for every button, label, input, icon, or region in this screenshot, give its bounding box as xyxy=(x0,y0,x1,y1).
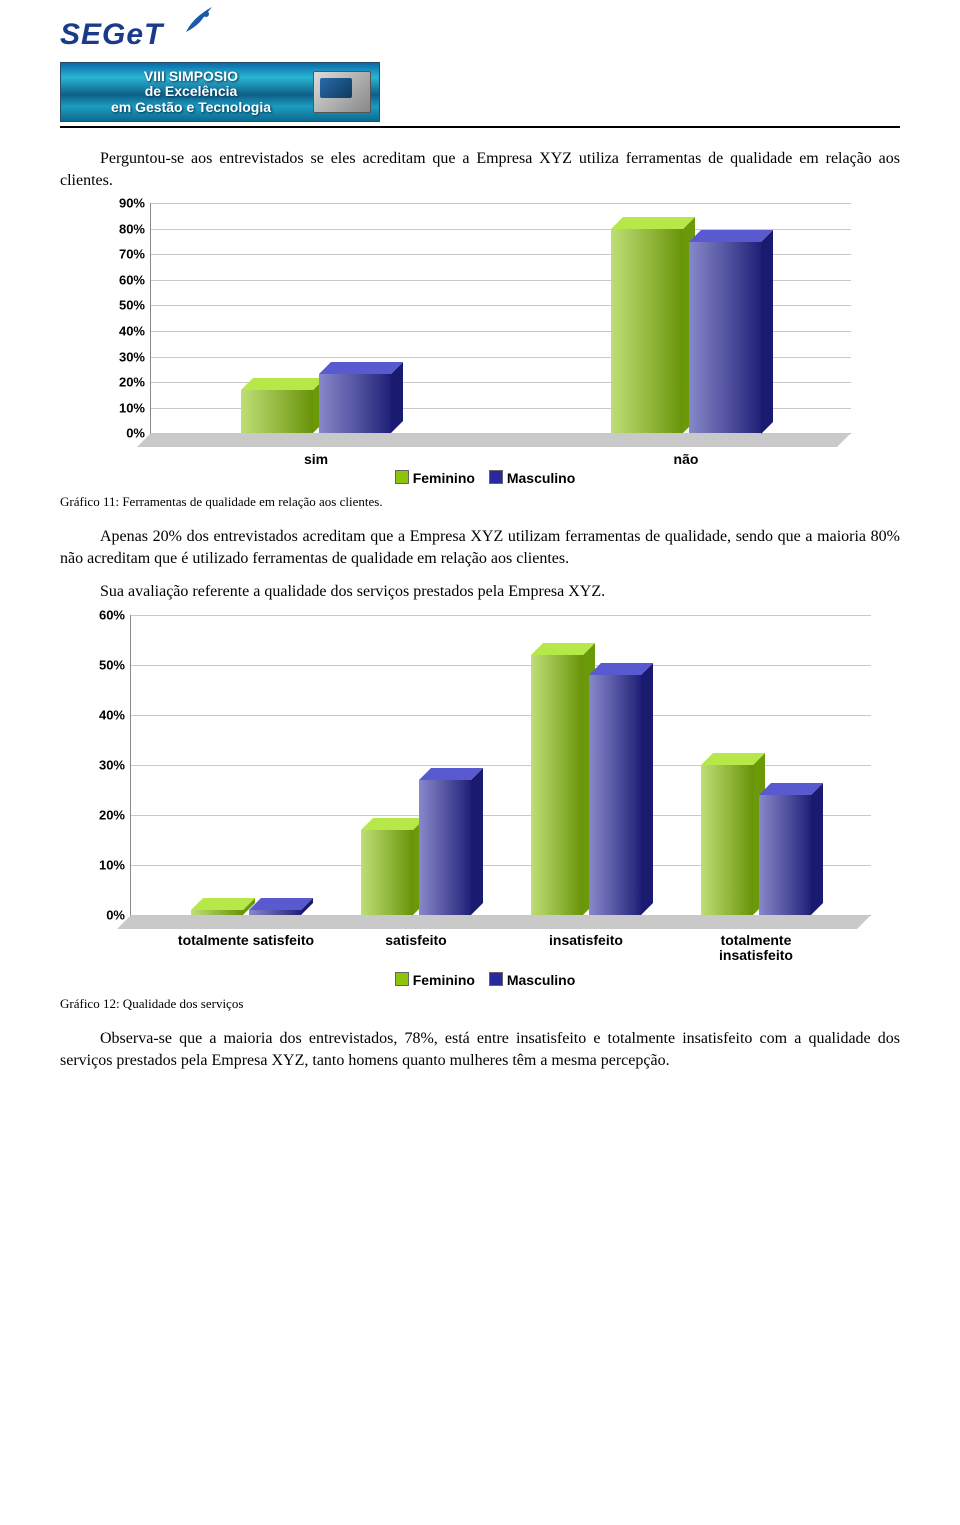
legend-label-feminino: Feminino xyxy=(413,972,475,988)
y-tick-label: 30% xyxy=(119,349,151,364)
y-tick-label: 10% xyxy=(119,400,151,415)
y-tick-label: 90% xyxy=(119,196,151,211)
chart-11-legend: Feminino Masculino xyxy=(100,470,860,486)
gridline xyxy=(131,615,871,616)
legend-swatch-masculino xyxy=(489,972,503,986)
caption-11: Gráfico 11: Ferramentas de qualidade em … xyxy=(60,494,900,510)
y-tick-label: 50% xyxy=(99,657,131,672)
chart-12-plot: 0%10%20%30%40%50%60%totalmente satisfeit… xyxy=(130,615,871,916)
y-tick-label: 30% xyxy=(99,757,131,772)
chart-11-plot: 0%10%20%30%40%50%60%70%80%90%simnão xyxy=(150,203,851,434)
gridline xyxy=(131,715,871,716)
seget-logo-text: SEGeT xyxy=(60,18,163,51)
x-tick-label: não xyxy=(674,451,699,467)
y-tick-label: 40% xyxy=(119,323,151,338)
banner-line2: de Excelência xyxy=(69,84,313,99)
x-tick-label: totalmente insatisfeito xyxy=(686,933,826,964)
bar-masculino-0 xyxy=(249,910,301,915)
y-tick-label: 10% xyxy=(99,857,131,872)
legend-label-masculino: Masculino xyxy=(507,470,575,486)
bar-masculino-1 xyxy=(689,242,761,434)
legend-label-masculino: Masculino xyxy=(507,972,575,988)
x-tick-label: insatisfeito xyxy=(516,933,656,948)
y-tick-label: 70% xyxy=(119,247,151,262)
gridline xyxy=(151,203,851,204)
paragraph-3: Sua avaliação referente a qualidade dos … xyxy=(60,581,900,603)
legend-label-feminino: Feminino xyxy=(413,470,475,486)
banner-line3: em Gestão e Tecnologia xyxy=(69,100,313,115)
bar-feminino-3 xyxy=(701,765,753,915)
chip-icon xyxy=(313,71,371,113)
y-tick-label: 80% xyxy=(119,221,151,236)
paragraph-4: Observa-se que a maioria dos entrevistad… xyxy=(60,1028,900,1071)
bar-masculino-0 xyxy=(319,374,391,433)
chart-12: 0%10%20%30%40%50%60%totalmente satisfeit… xyxy=(80,615,880,988)
chart-12-legend: Feminino Masculino xyxy=(80,972,880,988)
y-tick-label: 40% xyxy=(99,707,131,722)
y-tick-label: 20% xyxy=(99,807,131,822)
legend-swatch-masculino xyxy=(489,470,503,484)
chart-floor xyxy=(117,915,871,929)
legend-swatch-feminino xyxy=(395,972,409,986)
y-tick-label: 60% xyxy=(119,272,151,287)
logo-row: SEGeT xyxy=(60,10,900,58)
bar-masculino-2 xyxy=(589,675,641,915)
x-tick-label: satisfeito xyxy=(346,933,486,948)
bar-masculino-3 xyxy=(759,795,811,915)
paragraph-2: Apenas 20% dos entrevistados acreditam q… xyxy=(60,526,900,569)
header-divider xyxy=(60,126,900,128)
legend-swatch-feminino xyxy=(395,470,409,484)
gridline xyxy=(131,665,871,666)
bar-feminino-2 xyxy=(531,655,583,915)
x-tick-label: totalmente satisfeito xyxy=(176,933,316,948)
bar-masculino-1 xyxy=(419,780,471,915)
x-tick-label: sim xyxy=(304,451,328,467)
seget-logo: SEGeT xyxy=(60,10,220,58)
paragraph-1: Perguntou-se aos entrevistados se eles a… xyxy=(60,148,900,191)
bar-feminino-1 xyxy=(361,830,413,915)
banner-text: VIII SIMPOSIO de Excelência em Gestão e … xyxy=(69,69,313,115)
banner-line1: VIII SIMPOSIO xyxy=(69,69,313,84)
y-tick-label: 50% xyxy=(119,298,151,313)
swoosh-icon xyxy=(184,6,214,36)
chart-11: 0%10%20%30%40%50%60%70%80%90%simnão Femi… xyxy=(100,203,860,486)
chart-floor xyxy=(137,433,851,447)
page-header: SEGeT VIII SIMPOSIO de Excelência em Ges… xyxy=(60,0,900,128)
bar-feminino-0 xyxy=(191,910,243,915)
y-tick-label: 20% xyxy=(119,375,151,390)
y-tick-label: 60% xyxy=(99,607,131,622)
caption-12: Gráfico 12: Qualidade dos serviços xyxy=(60,996,900,1012)
bar-feminino-1 xyxy=(611,229,683,433)
bar-feminino-0 xyxy=(241,390,313,433)
event-banner: VIII SIMPOSIO de Excelência em Gestão e … xyxy=(60,62,380,122)
